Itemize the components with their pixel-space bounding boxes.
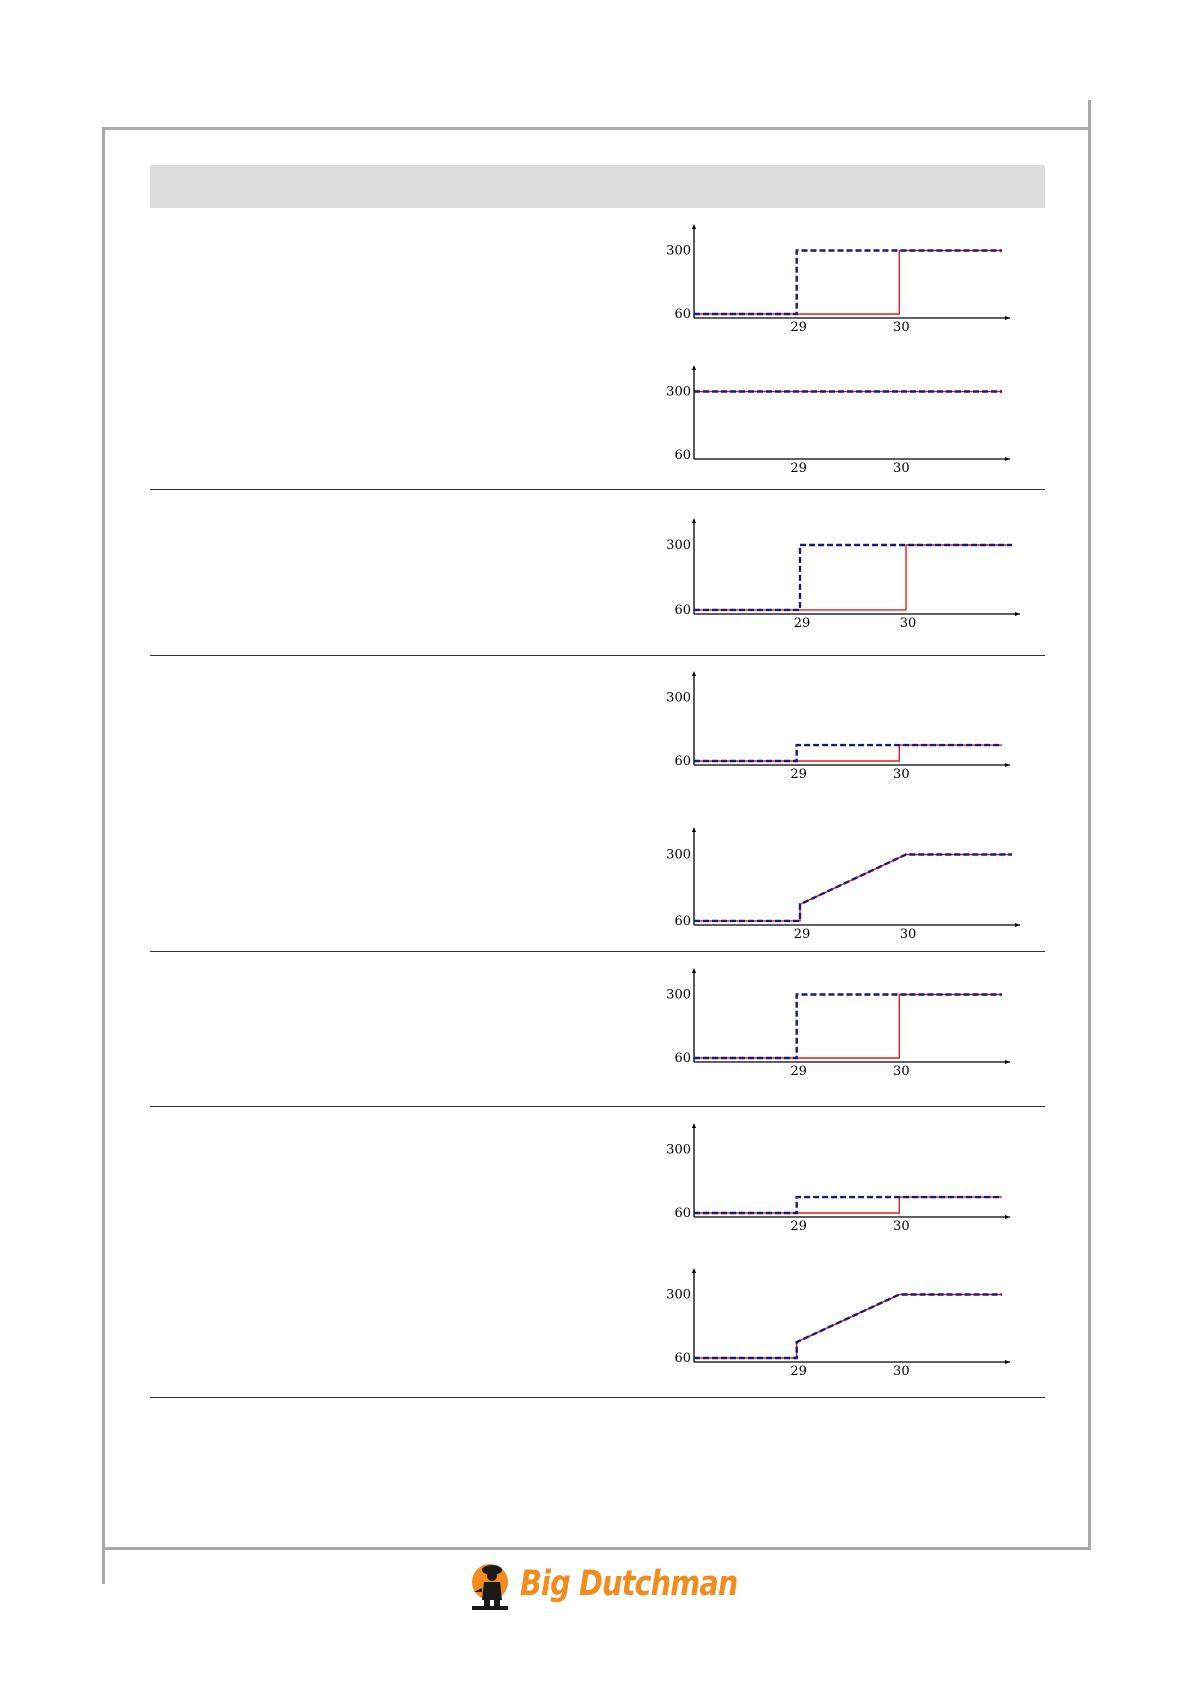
y-tick-label: 60 bbox=[674, 914, 691, 929]
y-tick-label: 300 bbox=[666, 385, 691, 400]
y-tick-label: 300 bbox=[666, 988, 691, 1003]
chart-svg: 60 300 29 30 bbox=[666, 1268, 1010, 1379]
x-tick-label: 30 bbox=[893, 1219, 910, 1234]
y-axis-arrow bbox=[692, 827, 696, 832]
y-axis-arrow bbox=[692, 224, 696, 229]
solid-series-line bbox=[694, 544, 1012, 611]
dashed-series-line bbox=[694, 743, 1002, 763]
farmer-mascot-icon bbox=[472, 1564, 508, 1610]
y-axis-arrow bbox=[692, 518, 696, 523]
y-tick-label: 60 bbox=[674, 1206, 691, 1221]
brand-logo: Big Dutchman bbox=[468, 1560, 738, 1616]
x-axis-arrow bbox=[1015, 612, 1020, 616]
y-tick-label: 300 bbox=[666, 1143, 691, 1158]
y-axis-arrow bbox=[692, 1268, 696, 1273]
step-chart: 60 300 29 30 bbox=[658, 671, 1020, 789]
page-frame-left bbox=[102, 127, 105, 1584]
x-axis-arrow bbox=[1005, 763, 1010, 767]
table-header-band bbox=[150, 165, 1045, 208]
y-axis-arrow bbox=[692, 968, 696, 973]
x-tick-label: 29 bbox=[794, 616, 811, 631]
x-axis-arrow bbox=[1005, 1060, 1010, 1064]
y-tick-label: 300 bbox=[666, 1288, 691, 1303]
step-chart: 60 300 29 30 bbox=[658, 224, 1020, 342]
solid-series-line bbox=[694, 744, 1002, 762]
row-divider bbox=[150, 1106, 1045, 1107]
x-tick-label: 30 bbox=[893, 767, 910, 782]
y-tick-label: 60 bbox=[674, 307, 691, 322]
chart-svg: 60 300 29 30 bbox=[666, 224, 1010, 335]
x-axis-arrow bbox=[1005, 1360, 1010, 1364]
y-tick-label: 60 bbox=[674, 754, 691, 769]
x-axis-arrow bbox=[1005, 316, 1010, 320]
row-divider bbox=[150, 1397, 1045, 1398]
y-tick-label: 300 bbox=[666, 848, 691, 863]
y-tick-label: 300 bbox=[666, 538, 691, 553]
y-tick-label: 60 bbox=[674, 603, 691, 618]
x-tick-label: 29 bbox=[790, 1364, 807, 1379]
dashed-series-line bbox=[694, 993, 1002, 1060]
chart-svg: 60 300 29 30 bbox=[666, 671, 1010, 782]
solid-series-line bbox=[694, 249, 1002, 315]
y-tick-label: 60 bbox=[674, 448, 691, 463]
x-tick-label: 30 bbox=[893, 461, 910, 476]
row-divider bbox=[150, 655, 1045, 656]
x-axis-arrow bbox=[1005, 457, 1010, 461]
y-tick-label: 300 bbox=[666, 244, 691, 259]
chart-svg: 60 300 29 30 bbox=[666, 365, 1010, 476]
y-axis-arrow bbox=[692, 1123, 696, 1128]
y-tick-label: 60 bbox=[674, 1351, 691, 1366]
x-tick-label: 29 bbox=[790, 461, 807, 476]
dashed-series-line bbox=[694, 853, 1012, 923]
row-divider bbox=[150, 951, 1045, 952]
x-tick-label: 30 bbox=[893, 1064, 910, 1079]
x-tick-label: 29 bbox=[794, 927, 811, 942]
row-divider bbox=[150, 489, 1045, 490]
x-tick-label: 30 bbox=[893, 320, 910, 335]
step-chart: 60 300 29 30 bbox=[658, 365, 1020, 483]
solid-series-line bbox=[694, 853, 1012, 922]
x-tick-label: 30 bbox=[900, 927, 917, 942]
step-chart: 60 300 29 30 bbox=[658, 518, 1030, 638]
chart-svg: 60 300 29 30 bbox=[666, 1123, 1010, 1234]
solid-series-line bbox=[694, 993, 1002, 1059]
x-tick-label: 29 bbox=[790, 1219, 807, 1234]
x-tick-label: 29 bbox=[790, 767, 807, 782]
x-tick-label: 30 bbox=[900, 616, 917, 631]
chart-svg: 60 300 29 30 bbox=[666, 518, 1020, 631]
solid-series-line bbox=[694, 1196, 1002, 1214]
brand-name: Big Dutchman bbox=[520, 1564, 738, 1604]
x-tick-label: 29 bbox=[790, 320, 807, 335]
dashed-series-line bbox=[694, 1293, 1002, 1360]
dashed-series-line bbox=[694, 543, 1012, 612]
x-axis-arrow bbox=[1015, 923, 1020, 927]
step-chart: 60 300 29 30 bbox=[658, 1268, 1020, 1386]
page-frame-bottom bbox=[103, 1547, 1091, 1550]
dashed-series-line bbox=[694, 1195, 1002, 1215]
step-chart: 60 300 29 30 bbox=[658, 827, 1030, 949]
y-axis-arrow bbox=[692, 365, 696, 370]
dashed-series-line bbox=[694, 249, 1002, 316]
x-tick-label: 30 bbox=[893, 1364, 910, 1379]
step-chart: 60 300 29 30 bbox=[658, 968, 1020, 1086]
y-tick-label: 60 bbox=[674, 1051, 691, 1066]
y-axis-arrow bbox=[692, 671, 696, 676]
solid-series-line bbox=[694, 1293, 1002, 1359]
y-tick-label: 300 bbox=[666, 691, 691, 706]
page-frame-right bbox=[1088, 100, 1091, 1550]
chart-svg: 60 300 29 30 bbox=[666, 827, 1020, 942]
chart-svg: 60 300 29 30 bbox=[666, 968, 1010, 1079]
x-axis-arrow bbox=[1005, 1215, 1010, 1219]
x-tick-label: 29 bbox=[790, 1064, 807, 1079]
step-chart: 60 300 29 30 bbox=[658, 1123, 1020, 1241]
page-frame-top bbox=[103, 127, 1091, 130]
